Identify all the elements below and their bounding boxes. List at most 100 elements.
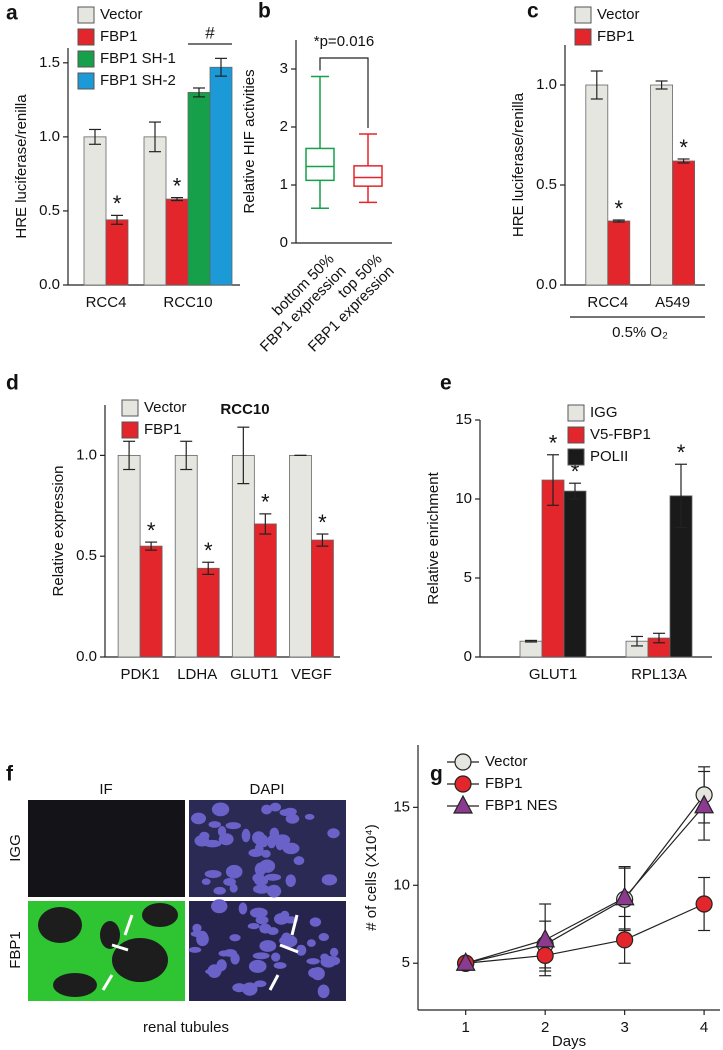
significance-marker: * (615, 196, 624, 221)
line (465, 903, 705, 964)
y-tick-label: 1.0 (39, 128, 60, 145)
lumen (100, 921, 120, 949)
bar (139, 545, 163, 658)
x-tick-label: 1 (462, 1019, 470, 1036)
x-tick-label: RCC4 (86, 294, 127, 311)
y-tick-label: 0.0 (39, 276, 60, 293)
legend-swatch (567, 404, 585, 422)
significance-bracket (319, 57, 369, 128)
panel-letter: e (440, 372, 452, 395)
bar (253, 523, 277, 658)
nucleus (223, 949, 238, 957)
nucleus (253, 884, 270, 894)
nuclei (38, 802, 341, 999)
nucleus (317, 984, 330, 999)
nucleus (242, 982, 258, 996)
igg-if-image (28, 800, 185, 897)
nucleus (266, 884, 282, 898)
row-label: IGG (7, 834, 24, 862)
nucleus (252, 831, 266, 845)
annotation: *p=0.016 (314, 33, 374, 50)
nucleus (213, 886, 226, 895)
arrows (101, 914, 299, 991)
x-tick-label: RPL13A (631, 666, 687, 683)
nucleus (192, 923, 202, 933)
bar (117, 454, 141, 658)
column-label: IF (99, 781, 112, 798)
y-tick-label: 5 (402, 954, 410, 971)
nucleus (269, 802, 282, 812)
significance-marker: * (318, 510, 327, 535)
legend-label: FBP1 (144, 421, 182, 438)
bar (541, 479, 565, 658)
nucleus (266, 835, 277, 849)
nucleus (321, 874, 338, 886)
lumen (38, 907, 82, 943)
nucleus (311, 966, 325, 981)
point (614, 886, 635, 906)
nucleus (306, 958, 320, 965)
nucleus (207, 964, 222, 979)
legend-label: POLII (590, 448, 628, 465)
x-tick-label: RCC4 (587, 294, 628, 311)
y-axis-label: Relative enrichment (425, 471, 442, 604)
panel-letter: d (6, 372, 19, 395)
y-tick-label: 1.5 (39, 54, 60, 71)
nucleus (229, 883, 238, 893)
nucleus (254, 980, 267, 988)
nucleus (309, 917, 322, 927)
bar (174, 454, 198, 658)
legend-label: FBP1 NES (485, 797, 558, 814)
x-tick-label: LDHA (177, 666, 217, 683)
y-tick-label: 0.5 (536, 176, 557, 193)
point (616, 931, 634, 949)
x-axis-label: 0.5% O₂ (612, 324, 668, 341)
nucleus (225, 864, 243, 879)
legend-label: V5-FBP1 (590, 426, 651, 443)
column-label: DAPI (249, 781, 284, 798)
nucleus (296, 944, 307, 956)
y-tick-label: 0.0 (536, 276, 557, 293)
nucleus (273, 962, 287, 969)
y-tick-label: 15 (455, 411, 472, 428)
nucleus (248, 959, 267, 973)
legend-swatch (77, 28, 95, 46)
nucleus (327, 828, 340, 839)
nucleus (267, 927, 279, 936)
nucleus (201, 878, 211, 885)
legend-label: FBP1 (100, 28, 138, 45)
point (695, 895, 713, 913)
significance-marker: * (173, 173, 182, 198)
nucleus (282, 842, 300, 855)
legend-label: FBP1 (485, 775, 523, 792)
y-tick-label: 0 (280, 234, 288, 251)
y-axis-label: Relative expression (50, 466, 67, 597)
y-tick-label: 0 (464, 648, 472, 665)
y-tick-label: 0.5 (39, 202, 60, 219)
nucleus (254, 876, 269, 886)
y-axis-label: # of cells (X10⁴) (363, 824, 380, 931)
nucleus (264, 873, 282, 881)
bar (563, 490, 587, 658)
line (465, 805, 705, 964)
nucleus (285, 874, 296, 887)
bar (519, 640, 543, 658)
nucleus (211, 899, 228, 914)
box (353, 165, 383, 187)
nucleus (241, 828, 251, 843)
significance-marker: * (261, 490, 270, 515)
legend-marker (453, 794, 473, 814)
nucleus (318, 933, 330, 941)
legend-swatch (77, 72, 95, 90)
nucleus (280, 932, 292, 947)
y-tick-label: 1.0 (536, 76, 557, 93)
point (536, 946, 554, 965)
nucleus (252, 952, 270, 960)
legend-swatch (574, 28, 592, 46)
nucleus (199, 831, 210, 841)
lumen (112, 938, 168, 982)
point (535, 928, 556, 948)
x-tick-label: PDK1 (121, 666, 160, 683)
x-tick-label: 4 (700, 1019, 708, 1036)
legend-label: IGG (590, 404, 618, 421)
